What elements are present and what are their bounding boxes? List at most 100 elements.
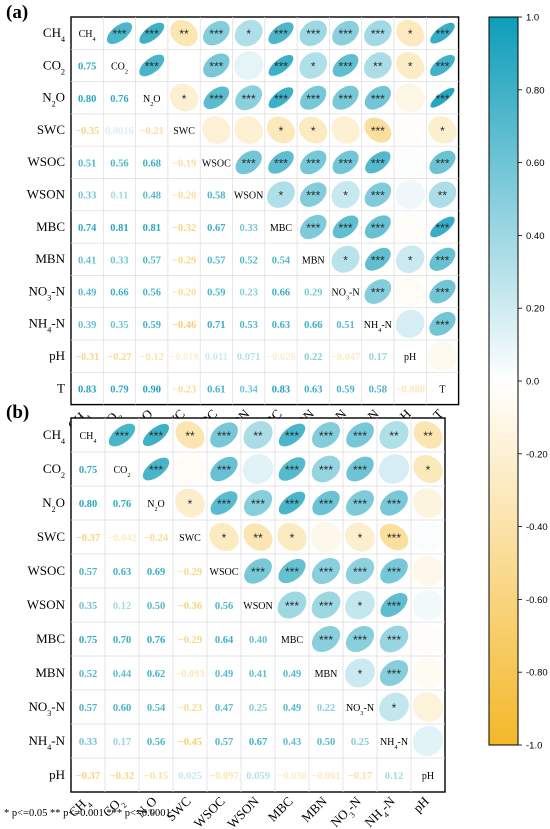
row-label: WSON [27, 597, 66, 612]
significance-stars: * [279, 189, 284, 203]
correlation-value: 0.22 [317, 703, 335, 714]
significance-stars: *** [115, 429, 129, 443]
row-label: pH [49, 767, 65, 782]
correlation-ellipse [345, 557, 375, 585]
significance-stars: *** [285, 463, 299, 477]
significance-stars: * [290, 531, 295, 545]
significance-stars: *** [306, 156, 320, 170]
diagonal-label: MBC [270, 223, 293, 234]
correlation-ellipse [364, 182, 392, 207]
correlation-ellipse [277, 591, 307, 619]
correlation-value: 0.50 [147, 601, 165, 612]
significance-stars: *** [145, 59, 159, 73]
significance-stars: *** [319, 429, 333, 443]
correlation-value: 0.49 [78, 288, 96, 299]
row-label: SWC [37, 529, 65, 544]
correlation-ellipse [210, 456, 238, 482]
correlation-ellipse [395, 115, 425, 145]
correlation-value: −0.36 [178, 601, 202, 612]
correlation-value: −0.018 [169, 352, 199, 363]
significance-stars: * [343, 253, 348, 267]
significance-stars: * [246, 27, 251, 41]
correlation-ellipse [345, 522, 375, 552]
correlation-ellipse [430, 54, 455, 77]
significance-stars: * [408, 59, 413, 73]
row-label: WSON [27, 187, 66, 202]
significance-stars: *** [285, 497, 299, 511]
correlation-value: 0.17 [113, 737, 131, 748]
correlation-ellipse [395, 147, 425, 178]
correlation-ellipse [430, 87, 455, 108]
correlation-value: 0.66 [110, 288, 128, 299]
correlation-value: −0.31 [75, 352, 99, 363]
colorbar-tick-label: 0.80 [526, 85, 545, 96]
significance-stars: *** [435, 156, 449, 170]
correlation-value: 0.49 [215, 669, 233, 680]
significance-stars: ** [179, 27, 189, 41]
significance-stars: *** [274, 59, 288, 73]
col-label: NO3-N [327, 793, 366, 829]
significance-stars: * [311, 59, 316, 73]
correlation-value: 0.22 [304, 352, 322, 363]
correlation-value: 0.75 [79, 635, 97, 646]
correlation-ellipse [234, 51, 264, 80]
correlation-value: 0.29 [304, 288, 322, 299]
correlation-value: 0.39 [78, 320, 96, 331]
correlation-ellipse [268, 22, 294, 45]
correlation-value: 0.23 [239, 288, 257, 299]
significance-stars: *** [209, 59, 223, 73]
correlation-ellipse [395, 212, 425, 242]
correlation-value: 0.67 [207, 223, 225, 234]
significance-stars: *** [209, 27, 223, 41]
correlation-value: 0.63 [272, 320, 290, 331]
diagonal-label: WSOC [202, 158, 231, 169]
correlation-value: 0.80 [78, 94, 96, 105]
diagonal-label: WSOC [210, 567, 239, 578]
correlation-ellipse [332, 150, 359, 175]
significance-stars: *** [149, 463, 163, 477]
correlation-ellipse [332, 54, 359, 77]
significance-stars: *** [387, 667, 401, 681]
panel-label-b: (b) [6, 402, 30, 423]
diagonal-label: MBN [315, 669, 338, 680]
correlation-ellipse [169, 83, 199, 112]
correlation-ellipse [300, 150, 327, 175]
colorbar-tick-label: 0.40 [526, 231, 545, 242]
correlation-value: −0.20 [172, 288, 196, 299]
row-label: pH [49, 348, 65, 363]
correlation-value: 0.64 [215, 635, 234, 646]
correlation-ellipse [379, 660, 409, 686]
correlation-ellipse [277, 522, 307, 552]
significance-stars: *** [371, 92, 385, 106]
correlation-value: 0.51 [78, 158, 96, 169]
correlation-value: −0.37 [76, 771, 100, 782]
row-label: NO3-N [28, 699, 65, 718]
correlation-value: 0.59 [143, 320, 161, 331]
correlation-value: 0.60 [113, 703, 131, 714]
correlation-ellipse [139, 22, 165, 44]
row-label: N2O [42, 90, 65, 109]
correlation-value: 0.63 [304, 384, 322, 395]
correlation-ellipse [244, 558, 272, 584]
correlation-ellipse [169, 50, 199, 81]
correlation-value: 0.71 [207, 320, 225, 331]
correlation-ellipse [395, 276, 425, 307]
correlation-value: 0.57 [143, 255, 161, 266]
significance-stars: *** [274, 156, 288, 170]
correlation-value: −0.27 [107, 352, 131, 363]
correlation-value: 0.69 [147, 567, 165, 578]
significance-stars: *** [435, 253, 449, 267]
correlation-ellipse [299, 182, 327, 207]
correlation-value: 0.81 [143, 223, 161, 234]
significance-stars: *** [339, 27, 353, 41]
correlation-value: 0.41 [249, 669, 267, 680]
correlation-value: 0.57 [79, 567, 97, 578]
correlation-ellipse [331, 116, 360, 144]
correlation-value: 0.76 [147, 635, 165, 646]
correlation-ellipse [331, 180, 360, 209]
significance-stars: *** [353, 633, 367, 647]
significance-stars: *** [274, 92, 288, 106]
significance-stars: *** [319, 633, 333, 647]
correlation-ellipse [380, 490, 408, 516]
colorbar-tick-label: -0.60 [526, 595, 548, 606]
